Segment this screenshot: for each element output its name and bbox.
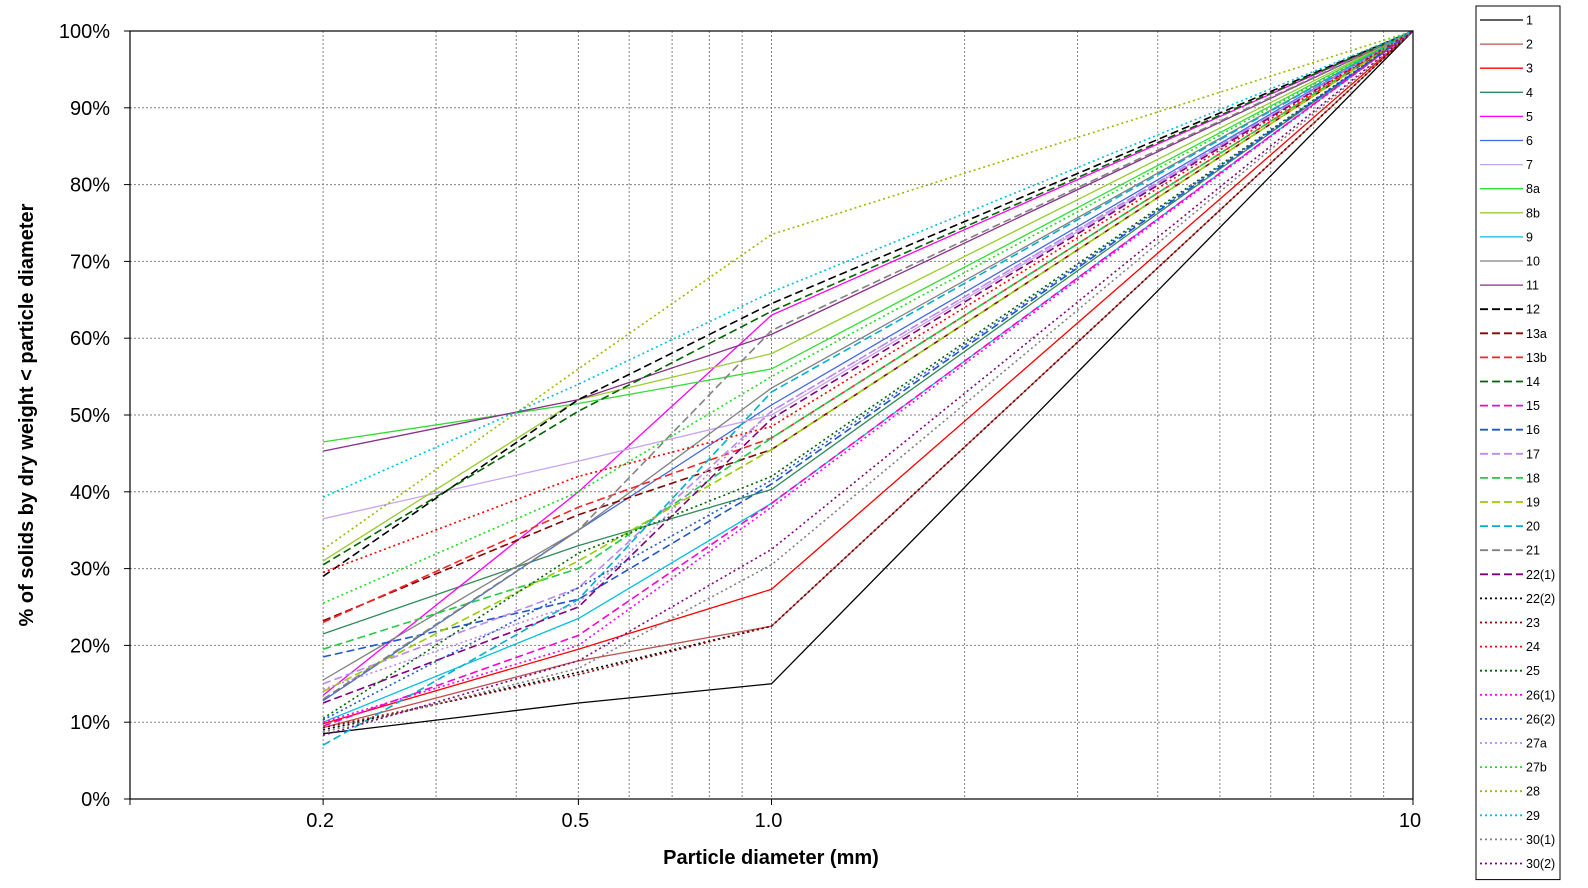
legend-label: 27b bbox=[1526, 761, 1547, 775]
legend-box bbox=[1475, 5, 1561, 881]
series-line-27a bbox=[322, 30, 1414, 690]
legend-label: 1 bbox=[1526, 14, 1533, 28]
legend-label: 21 bbox=[1526, 544, 1540, 558]
legend-label: 23 bbox=[1526, 616, 1540, 630]
series-line-14 bbox=[322, 30, 1414, 566]
legend-label: 10 bbox=[1526, 255, 1540, 269]
series-line-15 bbox=[322, 30, 1414, 727]
legend-label: 16 bbox=[1526, 423, 1540, 437]
y-tick-label: 50% bbox=[70, 405, 110, 427]
series-line-24 bbox=[322, 30, 1414, 574]
legend-label: 27a bbox=[1526, 737, 1547, 751]
y-tick-label: 80% bbox=[70, 175, 110, 197]
x-tick-label: 0.2 bbox=[306, 810, 334, 832]
legend-label: 15 bbox=[1526, 399, 1540, 413]
series-line-30(2) bbox=[322, 30, 1414, 737]
legend: 12345678a8b910111213a13b1415161718192021… bbox=[1475, 5, 1561, 881]
y-tick-label: 20% bbox=[70, 635, 110, 657]
legend-label: 22(2) bbox=[1526, 592, 1555, 606]
series-line-17 bbox=[322, 30, 1414, 685]
y-tick-label: 90% bbox=[70, 98, 110, 120]
series-line-8b bbox=[322, 30, 1414, 562]
y-tick-label: 40% bbox=[70, 482, 110, 504]
series-line-19 bbox=[322, 30, 1414, 693]
legend-label: 17 bbox=[1526, 447, 1540, 461]
x-axis-title: Particle diameter (mm) bbox=[663, 847, 879, 869]
series-lines bbox=[322, 30, 1414, 746]
legend-label: 3 bbox=[1526, 62, 1533, 76]
legend-label: 20 bbox=[1526, 520, 1540, 534]
y-tick-label: 30% bbox=[70, 559, 110, 581]
series-line-27b bbox=[322, 30, 1414, 604]
series-line-28 bbox=[322, 30, 1414, 551]
series-line-30(1) bbox=[322, 30, 1414, 733]
legend-label: 28 bbox=[1526, 785, 1540, 799]
y-tick-label: 0% bbox=[81, 789, 110, 811]
y-tick-label: 100% bbox=[59, 21, 110, 43]
legend-label: 14 bbox=[1526, 375, 1540, 389]
legend-label: 12 bbox=[1526, 303, 1540, 317]
series-line-7 bbox=[322, 30, 1414, 520]
series-line-8a bbox=[323, 30, 1414, 443]
y-axis-title: % of solids by dry weight < particle dia… bbox=[16, 203, 38, 626]
x-tick-label: 1.0 bbox=[755, 810, 783, 832]
legend-label: 26(1) bbox=[1526, 688, 1555, 702]
series-line-21 bbox=[322, 30, 1414, 700]
series-line-18 bbox=[322, 30, 1414, 650]
legend-label: 8b bbox=[1526, 206, 1540, 220]
series-line-2 bbox=[322, 30, 1414, 729]
series-line-20 bbox=[322, 30, 1414, 746]
legend-label: 2 bbox=[1526, 38, 1533, 52]
series-line-4 bbox=[322, 30, 1414, 635]
legend-label: 13b bbox=[1526, 351, 1547, 365]
series-line-13a bbox=[322, 30, 1414, 622]
series-line-6 bbox=[322, 30, 1414, 702]
legend-label: 13a bbox=[1526, 327, 1547, 341]
series-line-11 bbox=[322, 30, 1414, 452]
legend-label: 7 bbox=[1526, 158, 1533, 172]
legend-label: 11 bbox=[1526, 279, 1539, 293]
series-line-26(1) bbox=[322, 30, 1414, 723]
legend-label: 25 bbox=[1526, 664, 1540, 678]
x-tick-label: 10 bbox=[1399, 810, 1421, 832]
legend-label: 29 bbox=[1526, 809, 1540, 823]
y-tick-label: 70% bbox=[70, 251, 110, 273]
legend-label: 5 bbox=[1526, 110, 1533, 124]
series-line-29 bbox=[322, 30, 1414, 498]
legend-label: 30(1) bbox=[1526, 833, 1555, 847]
series-line-22(2) bbox=[322, 30, 1414, 731]
x-tick-label: 0.5 bbox=[561, 810, 589, 832]
legend-label: 26(2) bbox=[1526, 712, 1555, 726]
series-line-1 bbox=[323, 30, 1414, 735]
legend-label: 8a bbox=[1526, 182, 1540, 196]
series-line-16 bbox=[322, 30, 1414, 658]
series-line-5 bbox=[322, 30, 1414, 696]
y-tick-label: 60% bbox=[70, 328, 110, 350]
series-line-3 bbox=[322, 30, 1414, 725]
y-tick-label: 10% bbox=[70, 712, 110, 734]
legend-label: 24 bbox=[1526, 640, 1540, 654]
legend-label: 30(2) bbox=[1526, 857, 1555, 871]
legend-label: 19 bbox=[1526, 496, 1540, 510]
legend-label: 6 bbox=[1526, 134, 1533, 148]
series-line-22(1) bbox=[322, 30, 1414, 704]
legend-label: 18 bbox=[1526, 471, 1540, 485]
axes: 0% 10% 20% 30% 40% 50% 60% 70% 80% 90% 100% 0.2 0.5 1… bbox=[59, 21, 1421, 832]
legend-label: 9 bbox=[1526, 230, 1533, 244]
legend-label: 22(1) bbox=[1526, 568, 1555, 582]
legend-label: 4 bbox=[1526, 86, 1533, 100]
series-line-26(2) bbox=[322, 30, 1414, 721]
series-line-10 bbox=[322, 30, 1414, 681]
